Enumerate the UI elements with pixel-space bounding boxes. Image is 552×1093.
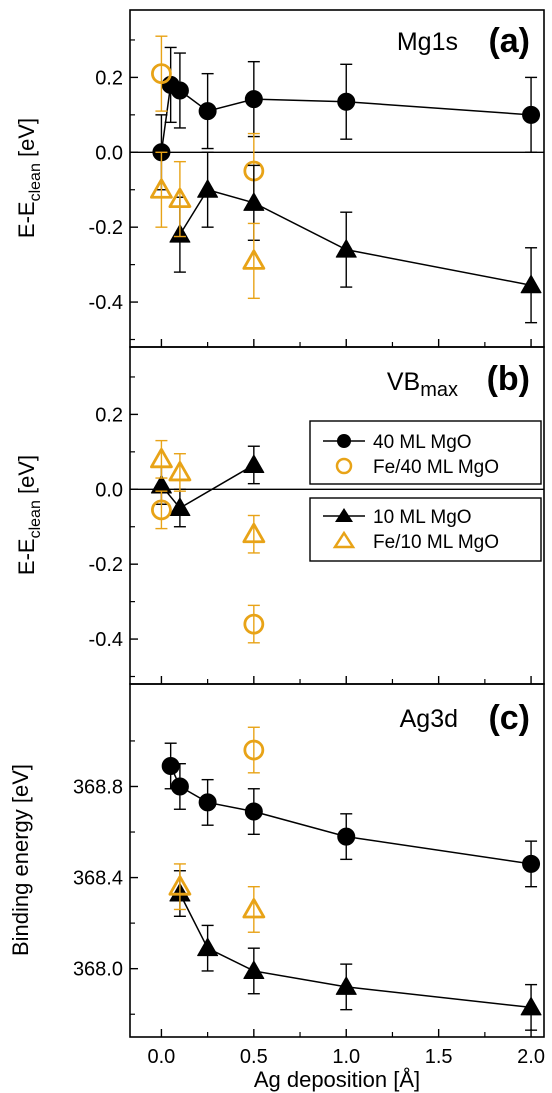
panel-a-ytick-label: -0.2	[89, 217, 123, 239]
panel-a-point-fe_mgo10	[168, 187, 192, 208]
legend-label-fe-mgo40: Fe/40 ML MgO	[373, 457, 499, 478]
panel-c-point-mgo10	[335, 976, 357, 995]
panel-c-point-mgo40	[161, 756, 180, 775]
panel-a-series-fe_mgo10	[150, 151, 266, 300]
x-tick-label: 2.0	[517, 1046, 545, 1068]
panel-a-point-mgo40	[198, 102, 217, 121]
legend-marker-mgo40	[337, 434, 351, 448]
panel-a-point-mgo40	[244, 90, 263, 109]
panel-a-point-mgo10	[197, 179, 219, 198]
panel-c-point-mgo40	[522, 854, 541, 873]
panel-b-point-fe_mgo40	[151, 499, 172, 521]
x-tick-label: 0.0	[148, 1046, 176, 1068]
panel-b-title-main: VB	[387, 368, 420, 396]
panel-b-title-sub: max	[420, 379, 458, 401]
panel-b-point-fe_mgo40	[243, 613, 265, 635]
legend-label-mgo10: 10 ML MgO	[373, 507, 472, 528]
legend-marker-fe-mgo10	[332, 530, 356, 549]
panel-c-ytick-label: 368.8	[73, 776, 123, 798]
x-tick-label: 0.5	[240, 1046, 268, 1068]
panel-a-series-mgo40	[152, 46, 541, 191]
panel-a-line-mgo10	[179, 188, 532, 286]
panel-c-point-fe_mgo10	[168, 875, 192, 896]
panel-c-ytick-label: 368.4	[73, 868, 123, 890]
legend-marker-mgo10	[335, 508, 353, 522]
panel-a-ytick-label: 0.2	[95, 67, 123, 89]
x-tick-label: 1.0	[332, 1046, 360, 1068]
panel-c-letter: (c)	[488, 699, 530, 737]
panel-c-series-fe_mgo40	[243, 726, 265, 774]
panel-c-point-mgo40	[244, 802, 263, 821]
panel-b-point-fe_mgo10	[150, 447, 173, 469]
panel-c-title: Ag3d	[400, 705, 458, 733]
panel-a-ytick-label: 0.0	[95, 142, 123, 164]
panel-c-ylabel: Binding energy [eV]	[8, 764, 33, 956]
x-tick-label: 1.5	[425, 1046, 453, 1068]
panel-b-ylabel-sub: clean	[27, 500, 44, 538]
panel-b-point-mgo10	[169, 497, 191, 517]
panel-a-point-mgo10	[335, 239, 357, 258]
panel-a-ylabel-main: E-E	[14, 201, 39, 238]
panel-a-point-mgo40	[337, 92, 356, 111]
panel-c-point-mgo40	[198, 793, 217, 812]
panel-c-series-fe_mgo10	[168, 863, 266, 933]
panel-c-point-mgo10	[243, 960, 265, 979]
panel-c-point-fe_mgo40	[243, 739, 265, 761]
axis-ticks-layer: 0.2 0.0 -0.2 -0.4 0.2 0.0 -0.2 -0.4 368.8 368.4 36…	[73, 39, 545, 1068]
panel-a-point-mgo10	[243, 192, 265, 211]
panel-b-ytick-label: -0.2	[89, 554, 123, 576]
panel-b-ytick-label: -0.4	[89, 629, 123, 651]
panel-a-series-mgo10	[169, 151, 542, 324]
panel-a-point-fe_mgo10	[242, 249, 266, 270]
panel-b-ylabel: E-Eclean [eV]	[14, 455, 44, 575]
legend-group-2: 10 ML MgO Fe/10 ML MgO	[309, 497, 542, 562]
panel-a-frame	[129, 9, 545, 348]
panel-c-line-mgo10	[179, 893, 532, 1009]
panel-a-ylabel-unit: [eV]	[14, 118, 39, 163]
legend-box-1	[309, 420, 542, 485]
legend-label-mgo40: 40 ML MgO	[373, 432, 472, 453]
panel-a-point-fe_mgo40	[151, 63, 172, 85]
panel-a-ylabel: E-Eclean [eV]	[14, 118, 44, 238]
panel-a-title: Mg1s	[397, 28, 458, 56]
panel-b-ytick-label: 0.0	[95, 479, 123, 501]
legend-marker-fe-mgo40	[335, 457, 353, 475]
panel-c-point-mgo10	[197, 937, 219, 957]
x-axis-label: Ag deposition [Å]	[254, 1067, 420, 1092]
legend-group-1: 40 ML MgO Fe/40 ML MgO	[309, 420, 542, 485]
panel-a-point-mgo10	[520, 274, 542, 294]
panel-c-point-fe_mgo10	[242, 898, 266, 919]
panel-c-line-mgo40	[169, 765, 532, 865]
panel-b-ylabel-main: E-E	[14, 538, 39, 575]
panel-c-ytick-label: 368.0	[73, 959, 123, 981]
panel-c-frame	[129, 683, 545, 1038]
legend-label-fe-mgo10: Fe/10 ML MgO	[373, 532, 499, 553]
panel-a-point-mgo40	[522, 105, 541, 124]
panel-a-ytick-label: -0.4	[89, 292, 123, 314]
panel-a-ylabel-sub: clean	[27, 163, 44, 201]
panel-a-point-fe_mgo10	[150, 178, 173, 199]
panel-b-ylabel-unit: [eV]	[14, 455, 39, 500]
panel-b-title: VBmax	[387, 368, 458, 401]
panel-c-point-mgo40	[337, 827, 356, 846]
legend-box-2	[309, 497, 542, 562]
panel-b-series-fe_mgo10	[150, 439, 266, 554]
panel-b-series-fe_mgo40	[151, 490, 265, 644]
panel-c-series-mgo40	[161, 742, 541, 888]
panel-b-letter: (b)	[487, 360, 530, 398]
panel-b-point-fe_mgo10	[168, 461, 192, 482]
panel-c-series-mgo10	[169, 870, 542, 1031]
panel-c-point-mgo10	[520, 996, 542, 1016]
panel-b-ytick-label: 0.2	[95, 404, 123, 426]
panel-a-point-mgo40	[170, 81, 189, 100]
panel-a-letter: (a)	[488, 22, 530, 60]
data-layer	[150, 35, 542, 1031]
panel-b-point-mgo10	[243, 454, 265, 473]
panel-c-point-mgo40	[170, 777, 189, 796]
panel-b-point-fe_mgo10	[242, 522, 266, 544]
